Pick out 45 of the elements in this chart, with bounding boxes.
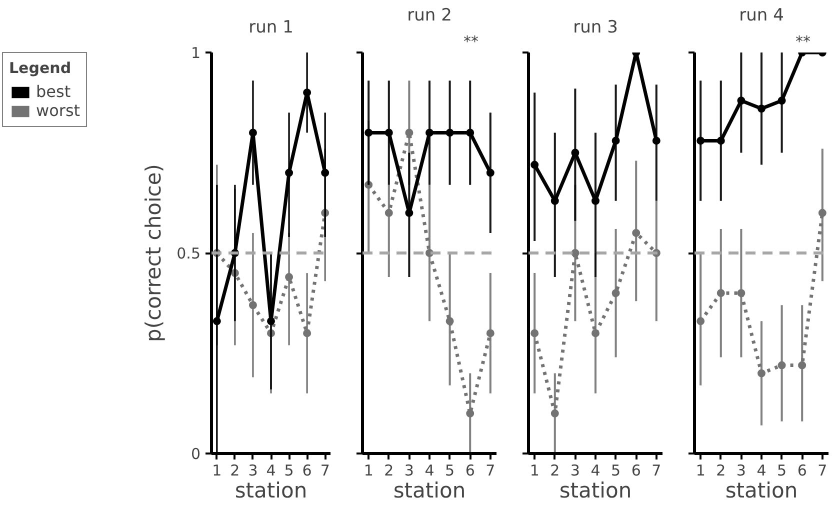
x-tick-label: 1 — [696, 462, 706, 480]
x-tick-label: 5 — [284, 462, 294, 480]
y-tick-label: 0.5 — [176, 244, 201, 262]
x-axis-title: station — [725, 478, 798, 502]
x-tick-label: 1 — [212, 462, 222, 480]
x-axis-title: station — [559, 478, 632, 502]
x-tick-label: 4 — [424, 462, 434, 480]
text: ** — [796, 32, 811, 50]
legend-label: worst — [36, 101, 80, 120]
y-tick-label: 0 — [190, 445, 201, 463]
chart-title: run 1 — [248, 18, 294, 38]
x-tick-label: 3 — [404, 462, 414, 480]
x-tick-label: 6 — [631, 462, 641, 480]
x-tick-label: 5 — [777, 462, 787, 480]
x-tick-label: 4 — [756, 462, 766, 480]
x-tick-label: 4 — [266, 462, 276, 480]
x-tick-label: 3 — [736, 462, 746, 480]
x-tick-label: 7 — [818, 462, 828, 480]
x-tick-label: 6 — [797, 462, 807, 480]
legend-label: best — [36, 82, 71, 101]
x-tick-label: 1 — [364, 462, 374, 480]
legend-title: Legend — [9, 59, 72, 77]
chart-title: run 4 — [739, 6, 784, 26]
x-tick-label: 2 — [230, 462, 240, 480]
chart-title: run 2 — [407, 6, 452, 26]
x-tick-label: 6 — [465, 462, 475, 480]
x-tick-label: 5 — [445, 462, 455, 480]
x-axis-title: station — [393, 478, 466, 502]
text: ** — [464, 32, 479, 50]
y-tick-label: 1 — [190, 44, 201, 62]
x-tick-label: 7 — [652, 462, 662, 480]
x-tick-label: 6 — [302, 462, 312, 480]
x-axis-title: station — [234, 478, 308, 502]
x-tick-label: 2 — [384, 462, 394, 480]
x-tick-label: 3 — [248, 462, 258, 480]
x-tick-label: 2 — [716, 462, 726, 480]
chart-title: run 3 — [573, 18, 618, 38]
x-tick-label: 1 — [530, 462, 540, 480]
x-tick-label: 5 — [611, 462, 621, 480]
x-tick-label: 7 — [486, 462, 496, 480]
x-tick-label: 2 — [550, 462, 560, 480]
x-tick-label: 3 — [570, 462, 580, 480]
x-tick-label: 7 — [320, 462, 330, 480]
y-axis-title: p(correct choice) — [142, 164, 166, 342]
x-tick-label: 4 — [590, 462, 600, 480]
